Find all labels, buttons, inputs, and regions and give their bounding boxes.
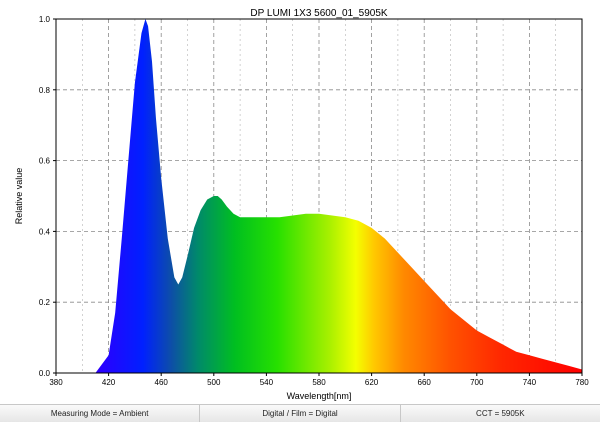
- y-tick-label: 0.8: [39, 86, 51, 95]
- film-mode-status[interactable]: Digital / Film = Digital: [200, 405, 401, 422]
- spectrum-area: [95, 19, 582, 373]
- y-tick-label: 0.0: [39, 369, 51, 378]
- y-tick-label: 0.4: [39, 227, 51, 236]
- cct-status[interactable]: CCT = 5905K: [400, 405, 600, 422]
- chart-title: DP LUMI 1X3 5600_01_5905K: [250, 8, 387, 19]
- measuring-mode-status[interactable]: Measuring Mode = Ambient: [0, 405, 201, 422]
- x-tick-label: 780: [575, 378, 589, 387]
- x-tick-label: 500: [207, 378, 221, 387]
- x-tick-label: 740: [523, 378, 537, 387]
- y-tick-label: 0.6: [39, 157, 51, 166]
- x-tick-label: 420: [102, 378, 116, 387]
- x-axis-ticks: 380 420 460 500 540 580 620 660 700 740 780: [49, 373, 589, 387]
- y-axis-ticks: 0.0 0.2 0.4 0.6 0.8 1.0: [39, 15, 56, 378]
- status-bar: Measuring Mode = Ambient Digital / Film …: [0, 404, 600, 422]
- x-tick-label: 700: [470, 378, 484, 387]
- x-tick-label: 540: [260, 378, 274, 387]
- x-axis-label: Wavelength[nm]: [287, 391, 352, 401]
- y-tick-label: 1.0: [39, 15, 51, 24]
- y-axis-label: Relative value: [14, 168, 24, 225]
- x-tick-label: 660: [418, 378, 432, 387]
- x-tick-label: 460: [155, 378, 169, 387]
- x-tick-label: 380: [49, 378, 63, 387]
- y-tick-label: 0.2: [39, 298, 51, 307]
- spectrum-chart: DP LUMI 1X3 5600_01_5905K Relative value…: [14, 8, 589, 401]
- x-tick-label: 620: [365, 378, 379, 387]
- x-tick-label: 580: [312, 378, 326, 387]
